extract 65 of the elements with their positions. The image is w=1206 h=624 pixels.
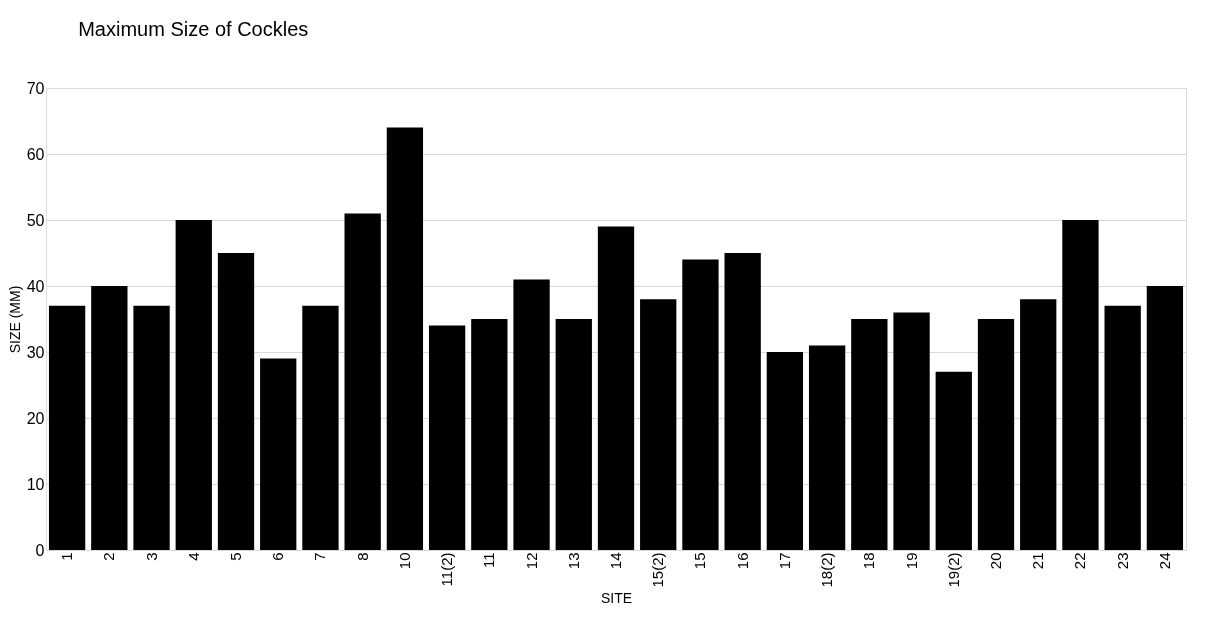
y-tick-label: 20 <box>26 409 45 427</box>
bar <box>1020 299 1057 550</box>
x-tick-label: 8 <box>353 552 371 561</box>
bar <box>766 352 804 550</box>
x-tick-label: 18 <box>860 552 878 570</box>
bar <box>724 253 761 550</box>
bar <box>428 325 466 550</box>
y-tick-label: 30 <box>26 343 45 361</box>
x-tick-label: 24 <box>1155 552 1173 570</box>
bar <box>1062 220 1099 550</box>
x-tick-label: 5 <box>227 552 244 561</box>
x-tick-label: 2 <box>100 552 118 561</box>
x-tick-label: 19(2) <box>944 552 962 588</box>
bar <box>133 305 170 550</box>
bar <box>513 279 550 550</box>
bar <box>640 299 677 550</box>
x-tick-label: 13 <box>564 552 582 570</box>
bar <box>597 226 635 550</box>
x-tick-label: 1 <box>58 552 76 561</box>
bar <box>1104 305 1141 550</box>
x-tick-label: 21 <box>1029 552 1047 570</box>
bar <box>808 345 846 550</box>
bar <box>555 319 592 550</box>
bar <box>302 305 339 550</box>
x-tick-label: 3 <box>142 552 160 561</box>
y-tick-label: 0 <box>35 541 45 559</box>
x-axis-title: SITE <box>600 589 633 606</box>
bar <box>386 127 424 550</box>
bar <box>91 286 128 550</box>
x-tick-label: 19 <box>902 552 920 570</box>
bar <box>935 371 972 550</box>
bar <box>260 358 297 550</box>
bar <box>471 319 508 550</box>
x-tick-label: 18(2) <box>818 552 836 588</box>
chart-title: Maximum Size of Cockles <box>78 18 309 40</box>
x-tick-label: 16 <box>733 552 751 570</box>
bar <box>48 305 86 550</box>
bar <box>217 253 255 550</box>
y-tick-label: 60 <box>26 145 45 163</box>
bar <box>893 312 930 550</box>
x-tick-label: 15(2) <box>649 552 667 588</box>
x-tick-label: 23 <box>1113 552 1131 570</box>
x-tick-label: 14 <box>607 552 624 570</box>
x-tick-label: 10 <box>395 552 413 570</box>
x-tick-label: 17 <box>775 552 793 570</box>
bar <box>851 319 888 550</box>
x-tick-label: 11 <box>480 552 498 569</box>
bar <box>344 213 381 550</box>
x-tick-label: 15 <box>691 552 709 570</box>
x-tick-label: 11(2) <box>438 552 456 587</box>
bar <box>175 220 212 550</box>
y-tick-label: 40 <box>26 277 45 295</box>
x-tick-label: 4 <box>184 552 202 561</box>
x-tick-label: 7 <box>311 552 329 561</box>
x-tick-label: 6 <box>269 552 287 561</box>
y-axis-title: SIZE (MM) <box>6 285 23 354</box>
bar <box>1146 286 1184 550</box>
x-tick-label: 12 <box>522 552 540 570</box>
bar <box>977 319 1015 550</box>
bar <box>682 259 719 550</box>
y-tick-label: 10 <box>26 475 45 493</box>
x-tick-label: 22 <box>1071 552 1089 570</box>
x-tick-label: 20 <box>987 552 1004 570</box>
y-tick-label: 70 <box>26 79 45 97</box>
y-tick-label: 50 <box>26 211 45 229</box>
